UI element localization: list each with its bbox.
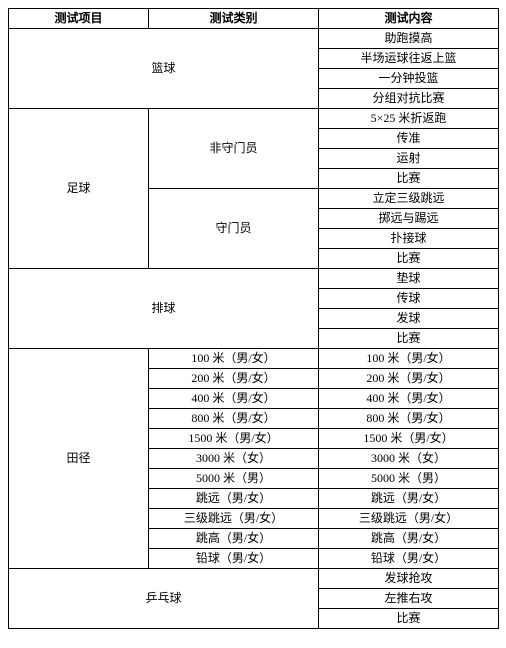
track-event-cat: 跳高（男/女） xyxy=(149,529,319,549)
football-gk-label: 守门员 xyxy=(149,189,319,269)
table-row: 篮球 助跑摸高 xyxy=(9,29,499,49)
header-category: 测试类别 xyxy=(149,9,319,29)
basketball-item: 半场运球往返上篮 xyxy=(319,49,499,69)
football-gk-item: 比赛 xyxy=(319,249,499,269)
header-content: 测试内容 xyxy=(319,9,499,29)
basketball-project: 篮球 xyxy=(9,29,319,109)
track-event-cat: 三级跳远（男/女） xyxy=(149,509,319,529)
volleyball-item: 垫球 xyxy=(319,269,499,289)
track-event-cat: 跳远（男/女） xyxy=(149,489,319,509)
header-project: 测试项目 xyxy=(9,9,149,29)
test-table: 测试项目 测试类别 测试内容 篮球 助跑摸高 半场运球往返上篮 一分钟投篮 分组… xyxy=(8,8,499,629)
track-event-content: 100 米（男/女） xyxy=(319,349,499,369)
track-event-cat: 铅球（男/女） xyxy=(149,549,319,569)
football-nongk-item: 传准 xyxy=(319,129,499,149)
table-row: 田径 100 米（男/女） 100 米（男/女） xyxy=(9,349,499,369)
pingpong-item: 左推右攻 xyxy=(319,589,499,609)
track-event-cat: 5000 米（男） xyxy=(149,469,319,489)
track-event-cat: 200 米（男/女） xyxy=(149,369,319,389)
track-event-content: 400 米（男/女） xyxy=(319,389,499,409)
track-event-content: 三级跳远（男/女） xyxy=(319,509,499,529)
volleyball-item: 发球 xyxy=(319,309,499,329)
pingpong-item: 比赛 xyxy=(319,609,499,629)
track-event-content: 跳高（男/女） xyxy=(319,529,499,549)
football-gk-item: 立定三级跳远 xyxy=(319,189,499,209)
track-event-content: 200 米（男/女） xyxy=(319,369,499,389)
pingpong-project: 乒乓球 xyxy=(9,569,319,629)
basketball-item: 分组对抗比赛 xyxy=(319,89,499,109)
volleyball-item: 比赛 xyxy=(319,329,499,349)
track-event-cat: 100 米（男/女） xyxy=(149,349,319,369)
track-project: 田径 xyxy=(9,349,149,569)
track-event-content: 3000 米（女） xyxy=(319,449,499,469)
football-project: 足球 xyxy=(9,109,149,269)
football-nongk-label: 非守门员 xyxy=(149,109,319,189)
track-event-content: 1500 米（男/女） xyxy=(319,429,499,449)
football-nongk-item: 5×25 米折返跑 xyxy=(319,109,499,129)
track-event-cat: 3000 米（女） xyxy=(149,449,319,469)
table-row: 足球 非守门员 5×25 米折返跑 xyxy=(9,109,499,129)
basketball-item: 助跑摸高 xyxy=(319,29,499,49)
pingpong-item: 发球抢攻 xyxy=(319,569,499,589)
track-event-content: 跳远（男/女） xyxy=(319,489,499,509)
track-event-content: 铅球（男/女） xyxy=(319,549,499,569)
table-row: 排球 垫球 xyxy=(9,269,499,289)
football-gk-item: 扑接球 xyxy=(319,229,499,249)
football-nongk-item: 运射 xyxy=(319,149,499,169)
football-nongk-item: 比赛 xyxy=(319,169,499,189)
volleyball-item: 传球 xyxy=(319,289,499,309)
table-header-row: 测试项目 测试类别 测试内容 xyxy=(9,9,499,29)
table-row: 乒乓球 发球抢攻 xyxy=(9,569,499,589)
volleyball-project: 排球 xyxy=(9,269,319,349)
basketball-item: 一分钟投篮 xyxy=(319,69,499,89)
track-event-content: 5000 米（男） xyxy=(319,469,499,489)
track-event-cat: 1500 米（男/女） xyxy=(149,429,319,449)
football-gk-item: 掷远与踢远 xyxy=(319,209,499,229)
track-event-cat: 800 米（男/女） xyxy=(149,409,319,429)
track-event-content: 800 米（男/女） xyxy=(319,409,499,429)
track-event-cat: 400 米（男/女） xyxy=(149,389,319,409)
